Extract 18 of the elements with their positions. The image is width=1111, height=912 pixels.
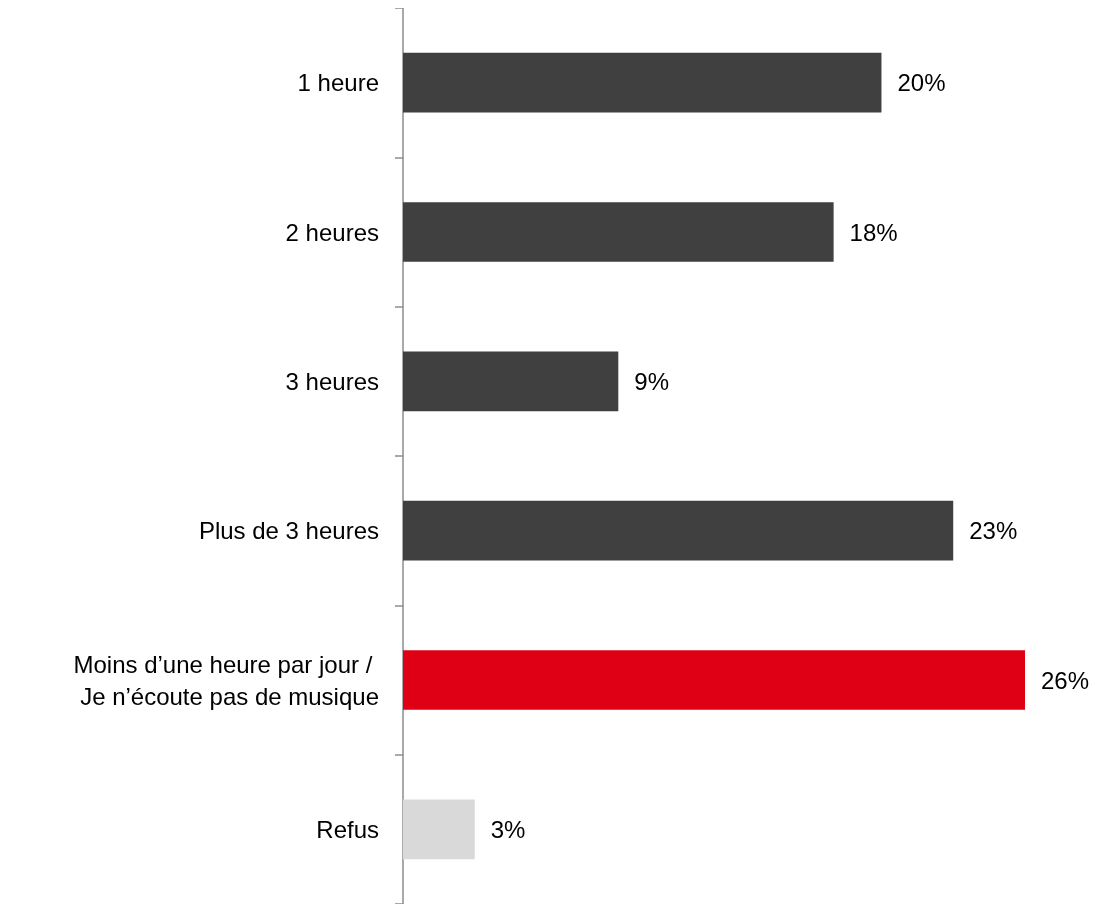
bar [403,202,834,262]
data-label: 23% [969,517,1018,545]
bar [403,799,475,860]
y-tick-label: 3 heures [285,367,379,395]
bar [403,650,1025,710]
bar [403,52,882,113]
data-label: 18% [849,218,898,246]
data-label: 20% [897,69,946,97]
y-tick-label: 2 heures [285,218,379,246]
y-tick-label: Plus de 3 heures [198,517,379,545]
data-label: 3% [490,815,526,843]
data-label: 26% [1041,666,1090,694]
y-tick-label: 1 heure [297,69,379,97]
bar [403,351,619,412]
bar [403,500,954,561]
y-tick-label: Moins d’une heure par jour / Je n’écoute pas de musique [73,650,379,710]
data-label: 9% [634,367,669,395]
y-tick-label: Refus [316,815,379,843]
